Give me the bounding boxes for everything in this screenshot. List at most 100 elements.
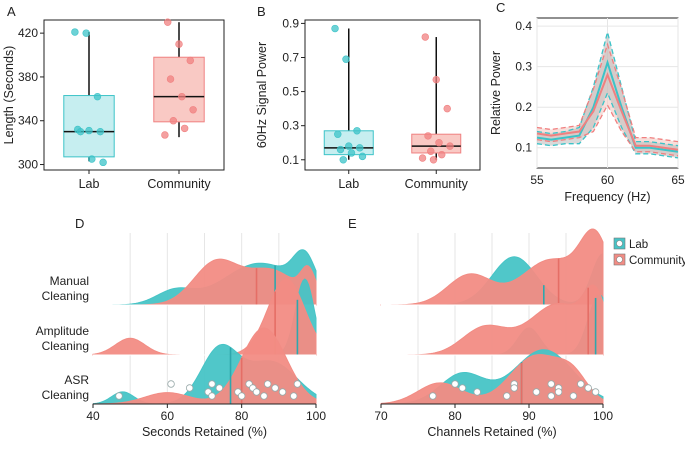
data-point (293, 380, 302, 388)
data-point (418, 154, 427, 162)
y-tick-label: 0.1 (515, 141, 532, 155)
community-density (380, 228, 604, 306)
data-point (208, 380, 216, 388)
panel-b-boxplot: 0.1 0.3 0.5 0.7 0.9 60Hz Signal Power Lab Commu… (255, 16, 481, 191)
box (153, 56, 205, 123)
legend-marker (616, 240, 623, 247)
data-point (438, 150, 446, 159)
data-point (424, 132, 432, 140)
data-point (473, 388, 481, 396)
data-point (347, 149, 356, 157)
data-point (164, 18, 172, 26)
data-point (435, 139, 443, 147)
x-tick-label: Lab (79, 177, 100, 191)
x-tick-label: Community (405, 177, 469, 191)
data-point (271, 384, 279, 392)
data-point (510, 384, 518, 392)
x-tick-label: 80 (448, 409, 462, 423)
x-tick-label: 60 (601, 173, 615, 187)
data-point (260, 392, 268, 400)
row-label-line-2: Cleaning (42, 339, 89, 353)
data-point (93, 92, 102, 101)
data-point (82, 29, 90, 37)
panel-d-ridgeline: ManualCleaningAmplitudeCleaningASRCleani… (36, 233, 326, 439)
data-point (161, 131, 169, 139)
plot-frame (43, 19, 225, 171)
data-point (432, 75, 440, 84)
series-line (536, 59, 679, 153)
data-point (99, 158, 107, 167)
series-line (536, 71, 679, 151)
band-edge-line (536, 42, 679, 143)
x-tick-label: 100 (593, 409, 613, 423)
data-point (339, 156, 347, 164)
data-point (429, 156, 438, 164)
band-edge-line (536, 32, 679, 147)
data-point (215, 384, 224, 392)
data-point (115, 392, 123, 400)
data-point (584, 384, 592, 392)
data-point (178, 92, 186, 101)
data-point (421, 33, 429, 41)
legend-marker (616, 256, 623, 263)
row-label-line-2: Cleaning (42, 388, 89, 402)
data-point (342, 55, 350, 63)
y-tick-label: 0.3 (282, 119, 299, 133)
data-point (186, 56, 194, 65)
panel-label-d: D (75, 216, 84, 231)
community-density (380, 354, 604, 405)
data-point (96, 127, 104, 136)
row-label-line-1: Manual (50, 274, 89, 288)
data-point (85, 126, 93, 135)
band-edge-line (536, 91, 679, 159)
data-point (429, 392, 437, 400)
data-point (278, 388, 287, 396)
data-point (334, 130, 342, 138)
data-point (532, 388, 541, 396)
data-point (76, 127, 85, 136)
data-point (167, 380, 175, 388)
x-axis-label: Channels Retained (%) (427, 425, 556, 439)
x-tick-label: 55 (530, 173, 544, 187)
data-point (208, 392, 216, 400)
community-density (92, 327, 317, 405)
data-point (175, 40, 183, 48)
panel-label-a: A (7, 4, 16, 19)
y-tick-label: 0.3 (515, 60, 532, 74)
band-edge-line (536, 103, 679, 157)
y-tick-label: 0.1 (282, 153, 299, 167)
y-tick-label: 340 (18, 114, 38, 128)
plot-frame (304, 19, 481, 171)
row-label-line-2: Cleaning (42, 289, 89, 303)
data-point (356, 144, 364, 152)
panel-label-e: E (348, 216, 357, 231)
confidence-band (537, 44, 678, 156)
y-axis-label: 60Hz Signal Power (255, 42, 269, 148)
y-axis-label: Length (Seconds) (2, 46, 16, 145)
data-point (446, 142, 454, 150)
x-tick-label: 100 (306, 409, 326, 423)
data-point (331, 24, 339, 33)
data-point (169, 117, 178, 125)
panel-label-c: C (496, 0, 505, 15)
x-tick-label: Lab (338, 177, 359, 191)
data-point (237, 392, 246, 400)
legend-label: Lab (629, 239, 648, 251)
x-axis-label: Seconds Retained (%) (142, 425, 267, 439)
y-tick-label: 0.5 (282, 85, 299, 99)
data-point (263, 380, 272, 388)
x-tick-label: 90 (522, 409, 536, 423)
data-point (166, 75, 175, 83)
panel-c-line-chart: 55 60 65 0.1 0.2 0.3 0.4 Frequency (Hz) Relative… (489, 17, 685, 204)
x-tick-label: 65 (671, 173, 685, 187)
data-point (443, 104, 451, 113)
data-point (427, 147, 435, 155)
data-point (591, 388, 600, 396)
x-tick-label: 60 (161, 409, 175, 423)
x-tick-label: 80 (235, 409, 249, 423)
data-point (290, 392, 298, 400)
data-point (451, 380, 459, 388)
data-point (185, 384, 194, 392)
y-tick-label: 0.7 (282, 51, 299, 65)
